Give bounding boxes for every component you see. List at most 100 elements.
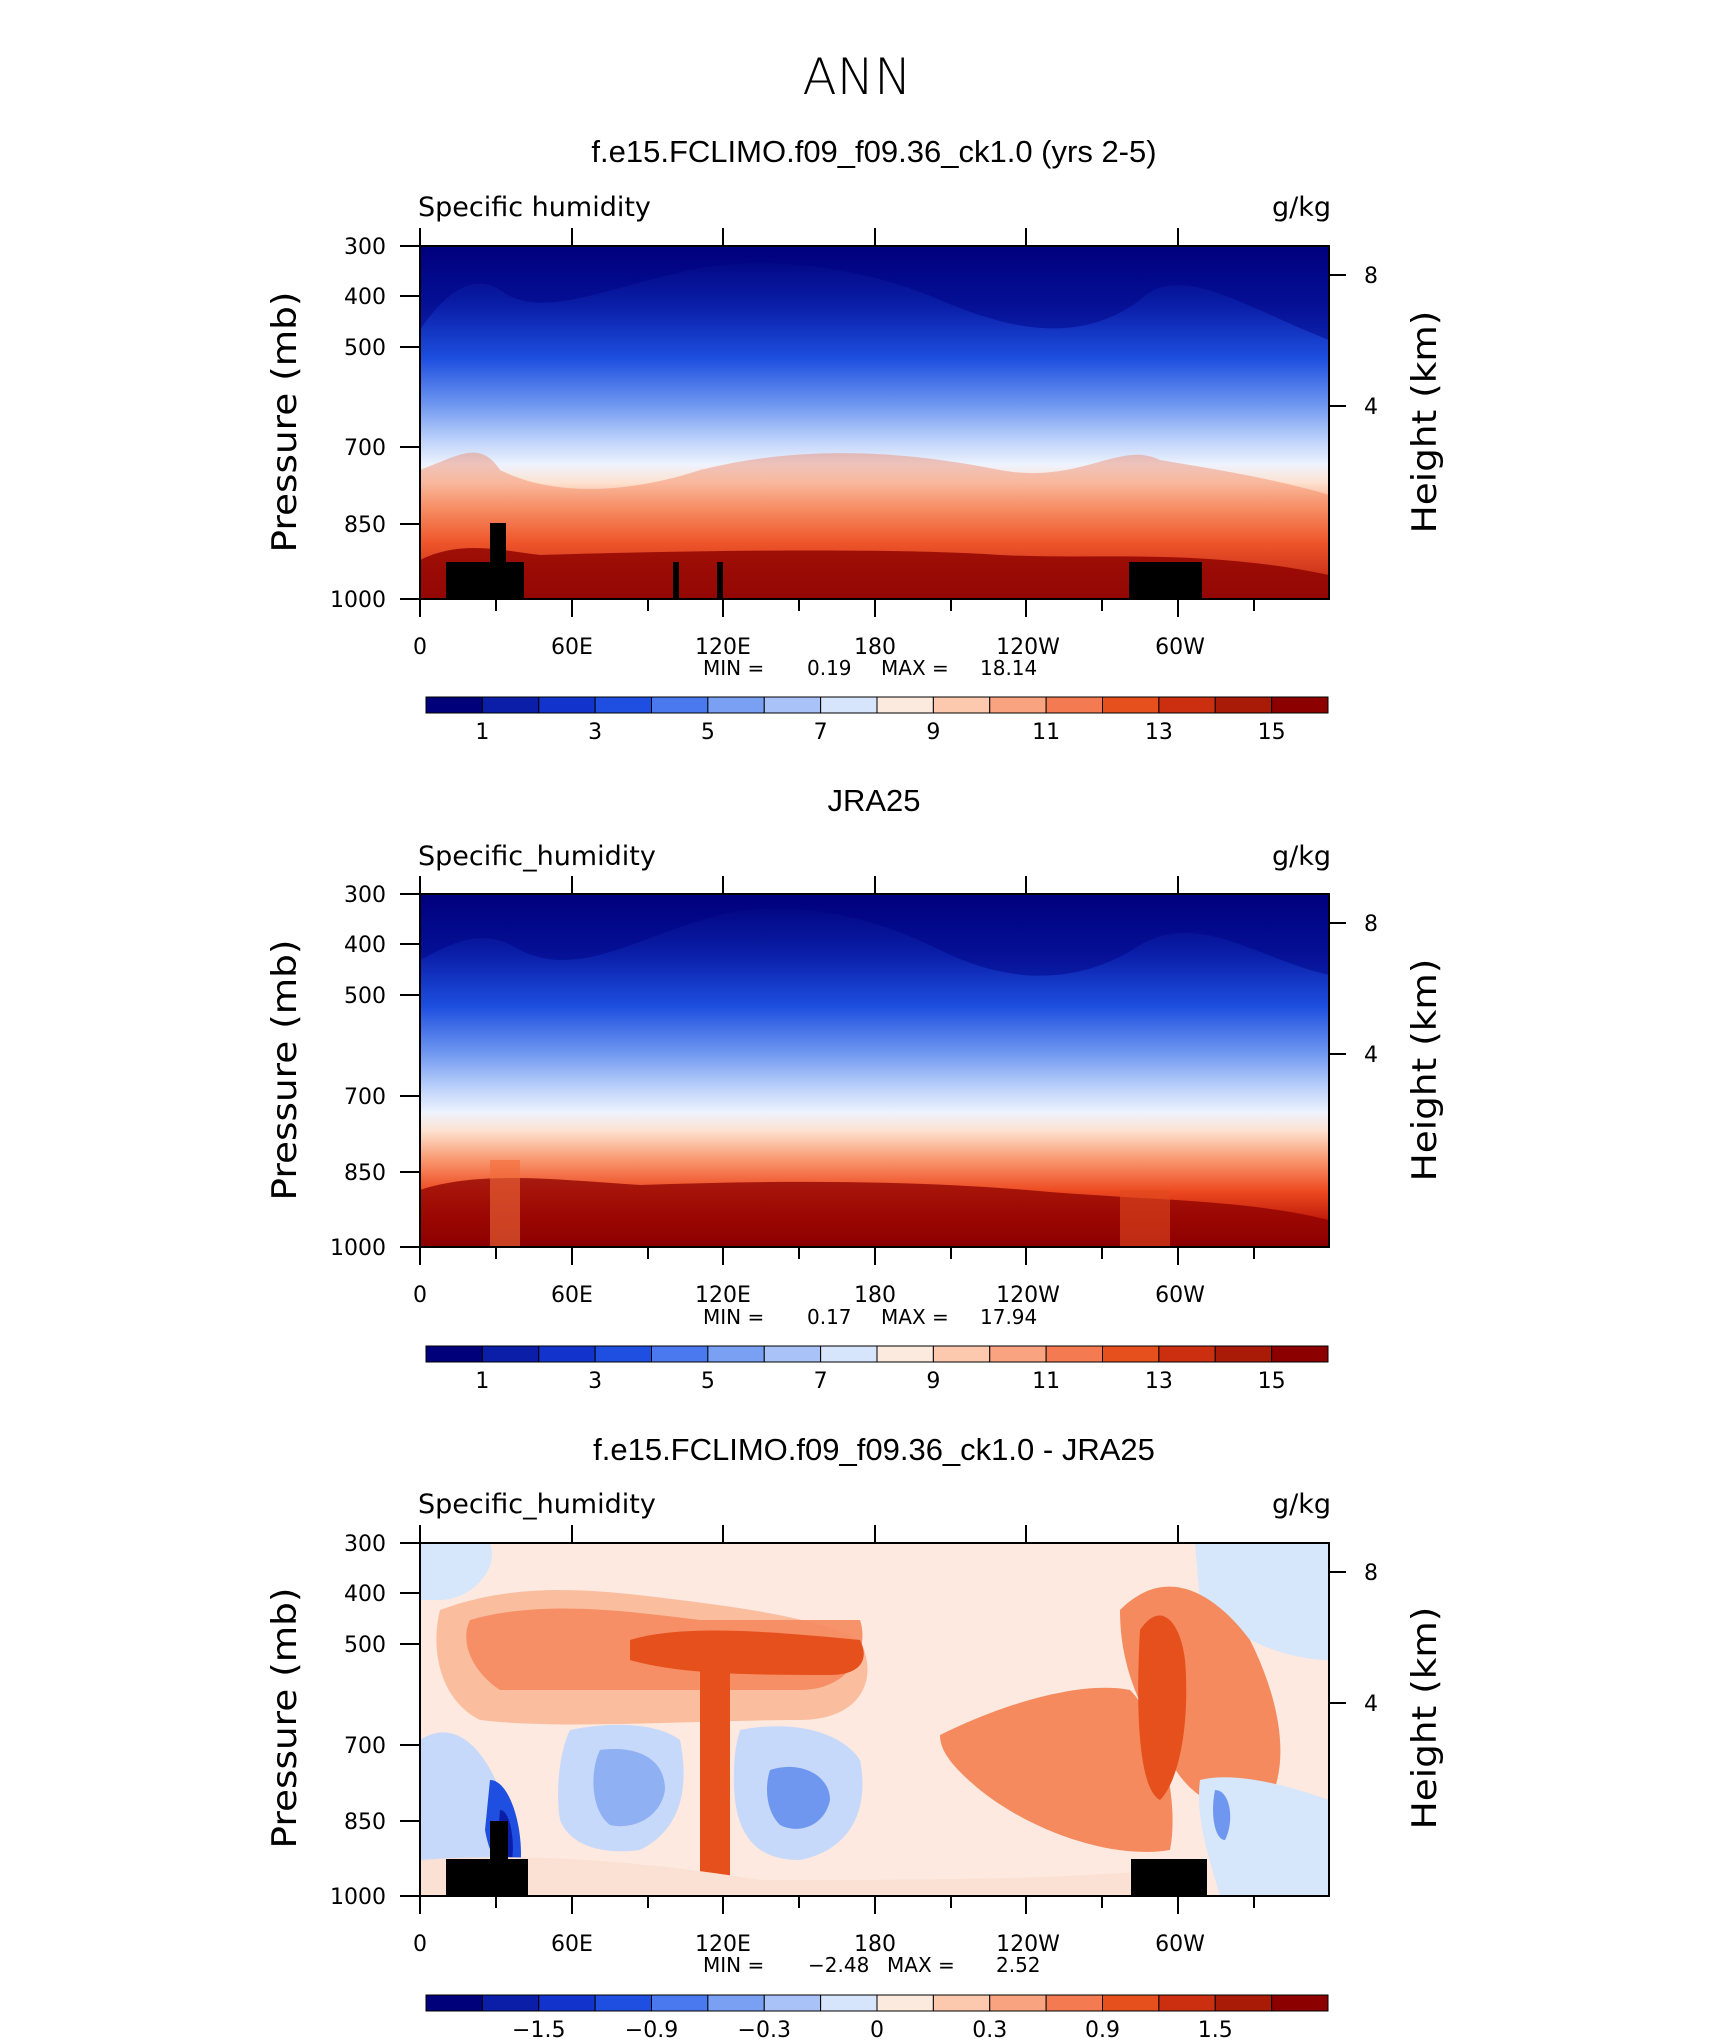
y-axis-right: 8 4 Height (km): [1329, 264, 1445, 533]
colorbar-box: [932, 1345, 991, 1363]
min-label: MIN =: [703, 656, 764, 680]
colorbar-box: [651, 1345, 709, 1363]
colorbar-label: −1.5: [512, 2018, 565, 2038]
colorbar-box: [1271, 1345, 1329, 1363]
colorbar-box: [763, 1994, 822, 2012]
lon-tick-label: 60E: [551, 635, 593, 660]
units-label: g/kg: [1272, 841, 1331, 872]
lon-tick-label: 60W: [1155, 1283, 1205, 1308]
height-tick-label: 8: [1364, 912, 1378, 937]
min-value: 0.19: [807, 656, 852, 680]
colorbar-box: [481, 1994, 540, 2012]
lon-tick-label: 60E: [551, 1932, 593, 1957]
min-label: MIN =: [703, 1305, 764, 1329]
colorbar-box: [876, 696, 934, 714]
colorbar-box: [538, 696, 596, 714]
panel-model: f.e15.FCLIMO.f09_f09.36_ck1.0 (yrs 2-5) …: [266, 134, 1445, 745]
colorbar-box: [594, 1345, 652, 1363]
height-tick-label: 8: [1364, 1561, 1378, 1586]
pressure-tick-label: 850: [344, 513, 386, 538]
variable-label: Specific_humidity: [418, 1489, 656, 1520]
lon-tick-label: 120W: [996, 1283, 1060, 1308]
colorbar-label: 7: [814, 1369, 828, 1394]
colorbar-box: [989, 696, 1047, 714]
pressure-tick-label: 850: [344, 1161, 386, 1186]
colorbar-box: [707, 696, 765, 714]
colorbar-box: [989, 1345, 1047, 1363]
height-tick-label: 8: [1364, 264, 1378, 289]
colorbar-label: 11: [1032, 1369, 1060, 1394]
colorbar-box: [651, 696, 709, 714]
pressure-tick-label: 300: [344, 883, 386, 908]
panel-subtitle: f.e15.FCLIMO.f09_f09.36_ck1.0 - JRA25: [593, 1432, 1155, 1467]
pressure-tick-label: 1000: [330, 1236, 386, 1261]
colorbar-box: [1045, 1994, 1103, 2012]
y-axis-title: Pressure (mb): [266, 292, 305, 553]
contour-field: [420, 894, 1329, 1247]
colorbar-box: [1271, 696, 1329, 714]
colorbar-box: [425, 1994, 483, 2012]
colorbar-label: 0: [870, 2018, 884, 2038]
lon-tick-label: 120W: [996, 635, 1060, 660]
units-label: g/kg: [1272, 192, 1331, 223]
min-max-stats: MIN = −2.48 MAX = 2.52: [703, 1953, 1041, 1977]
colorbar-label: 9: [926, 1369, 940, 1394]
colorbar-box: [1158, 1994, 1216, 2012]
contour-field: [420, 246, 1329, 599]
colorbar-box: [876, 1994, 934, 2012]
colorbar-label: −0.3: [738, 2018, 791, 2038]
max-label: MAX =: [887, 1953, 955, 1977]
colorbar-box: [1045, 696, 1103, 714]
y-axis-right: 8 4 Height (km): [1329, 912, 1445, 1181]
pressure-tick-label: 400: [344, 1582, 386, 1607]
colorbar-label: 3: [588, 1369, 602, 1394]
colorbar-box: [481, 1345, 540, 1363]
colorbar-box: [1271, 1994, 1329, 2012]
min-max-stats: MIN = 0.17 MAX = 17.94: [703, 1305, 1037, 1329]
pressure-tick-label: 300: [344, 1532, 386, 1557]
colorbar-box: [1214, 696, 1273, 714]
lon-tick-label: 60E: [551, 1283, 593, 1308]
x-axis: 0 60E 120E 180 120W 60W: [413, 1525, 1255, 1957]
colorbar-box: [820, 1345, 878, 1363]
colorbar-label: 7: [814, 720, 828, 745]
colorbar-label: 15: [1258, 720, 1286, 745]
pressure-tick-label: 400: [344, 933, 386, 958]
colorbar-box: [932, 1994, 991, 2012]
colorbar-label: 1.5: [1198, 2018, 1233, 2038]
lon-tick-label: 120W: [996, 1932, 1060, 1957]
lon-tick-label: 0: [413, 1283, 427, 1308]
y2-axis-title: Height (km): [1406, 311, 1445, 534]
panel-subtitle: f.e15.FCLIMO.f09_f09.36_ck1.0 (yrs 2-5): [591, 134, 1156, 169]
colorbar: 1 3 5 7 9 11 13 15: [425, 696, 1329, 745]
colorbar-box: [707, 1345, 765, 1363]
y-axis-left: 300 400 500 700 850 1000 Pressure (mb): [266, 235, 420, 613]
main-title: ANN: [802, 48, 911, 106]
max-label: MAX =: [881, 656, 949, 680]
colorbar-box: [538, 1345, 596, 1363]
panel-obs: JRA25 Specific_humidity g/kg 300 400 500…: [266, 783, 1445, 1394]
pressure-tick-label: 700: [344, 436, 386, 461]
lon-tick-label: 0: [413, 635, 427, 660]
colorbar-box: [1214, 1345, 1273, 1363]
min-value: 0.17: [807, 1305, 852, 1329]
min-value: −2.48: [808, 1953, 869, 1977]
max-value: 2.52: [996, 1953, 1041, 1977]
colorbar-box: [820, 1994, 878, 2012]
colorbar-box: [538, 1994, 596, 2012]
lon-tick-label: 60W: [1155, 635, 1205, 660]
colorbar-label: 9: [926, 720, 940, 745]
y-axis-title: Pressure (mb): [266, 1588, 305, 1849]
panel-subtitle: JRA25: [827, 783, 920, 818]
colorbar-box: [425, 696, 483, 714]
topography-mask: [446, 523, 1202, 599]
colorbar-box: [1158, 696, 1216, 714]
colorbar-label: 5: [701, 720, 715, 745]
colorbar-label: 13: [1145, 720, 1173, 745]
colorbar-box: [594, 696, 652, 714]
colorbar-label: 15: [1258, 1369, 1286, 1394]
colorbar-box: [1158, 1345, 1216, 1363]
topography-mask: [446, 1821, 1207, 1896]
pressure-tick-label: 300: [344, 235, 386, 260]
